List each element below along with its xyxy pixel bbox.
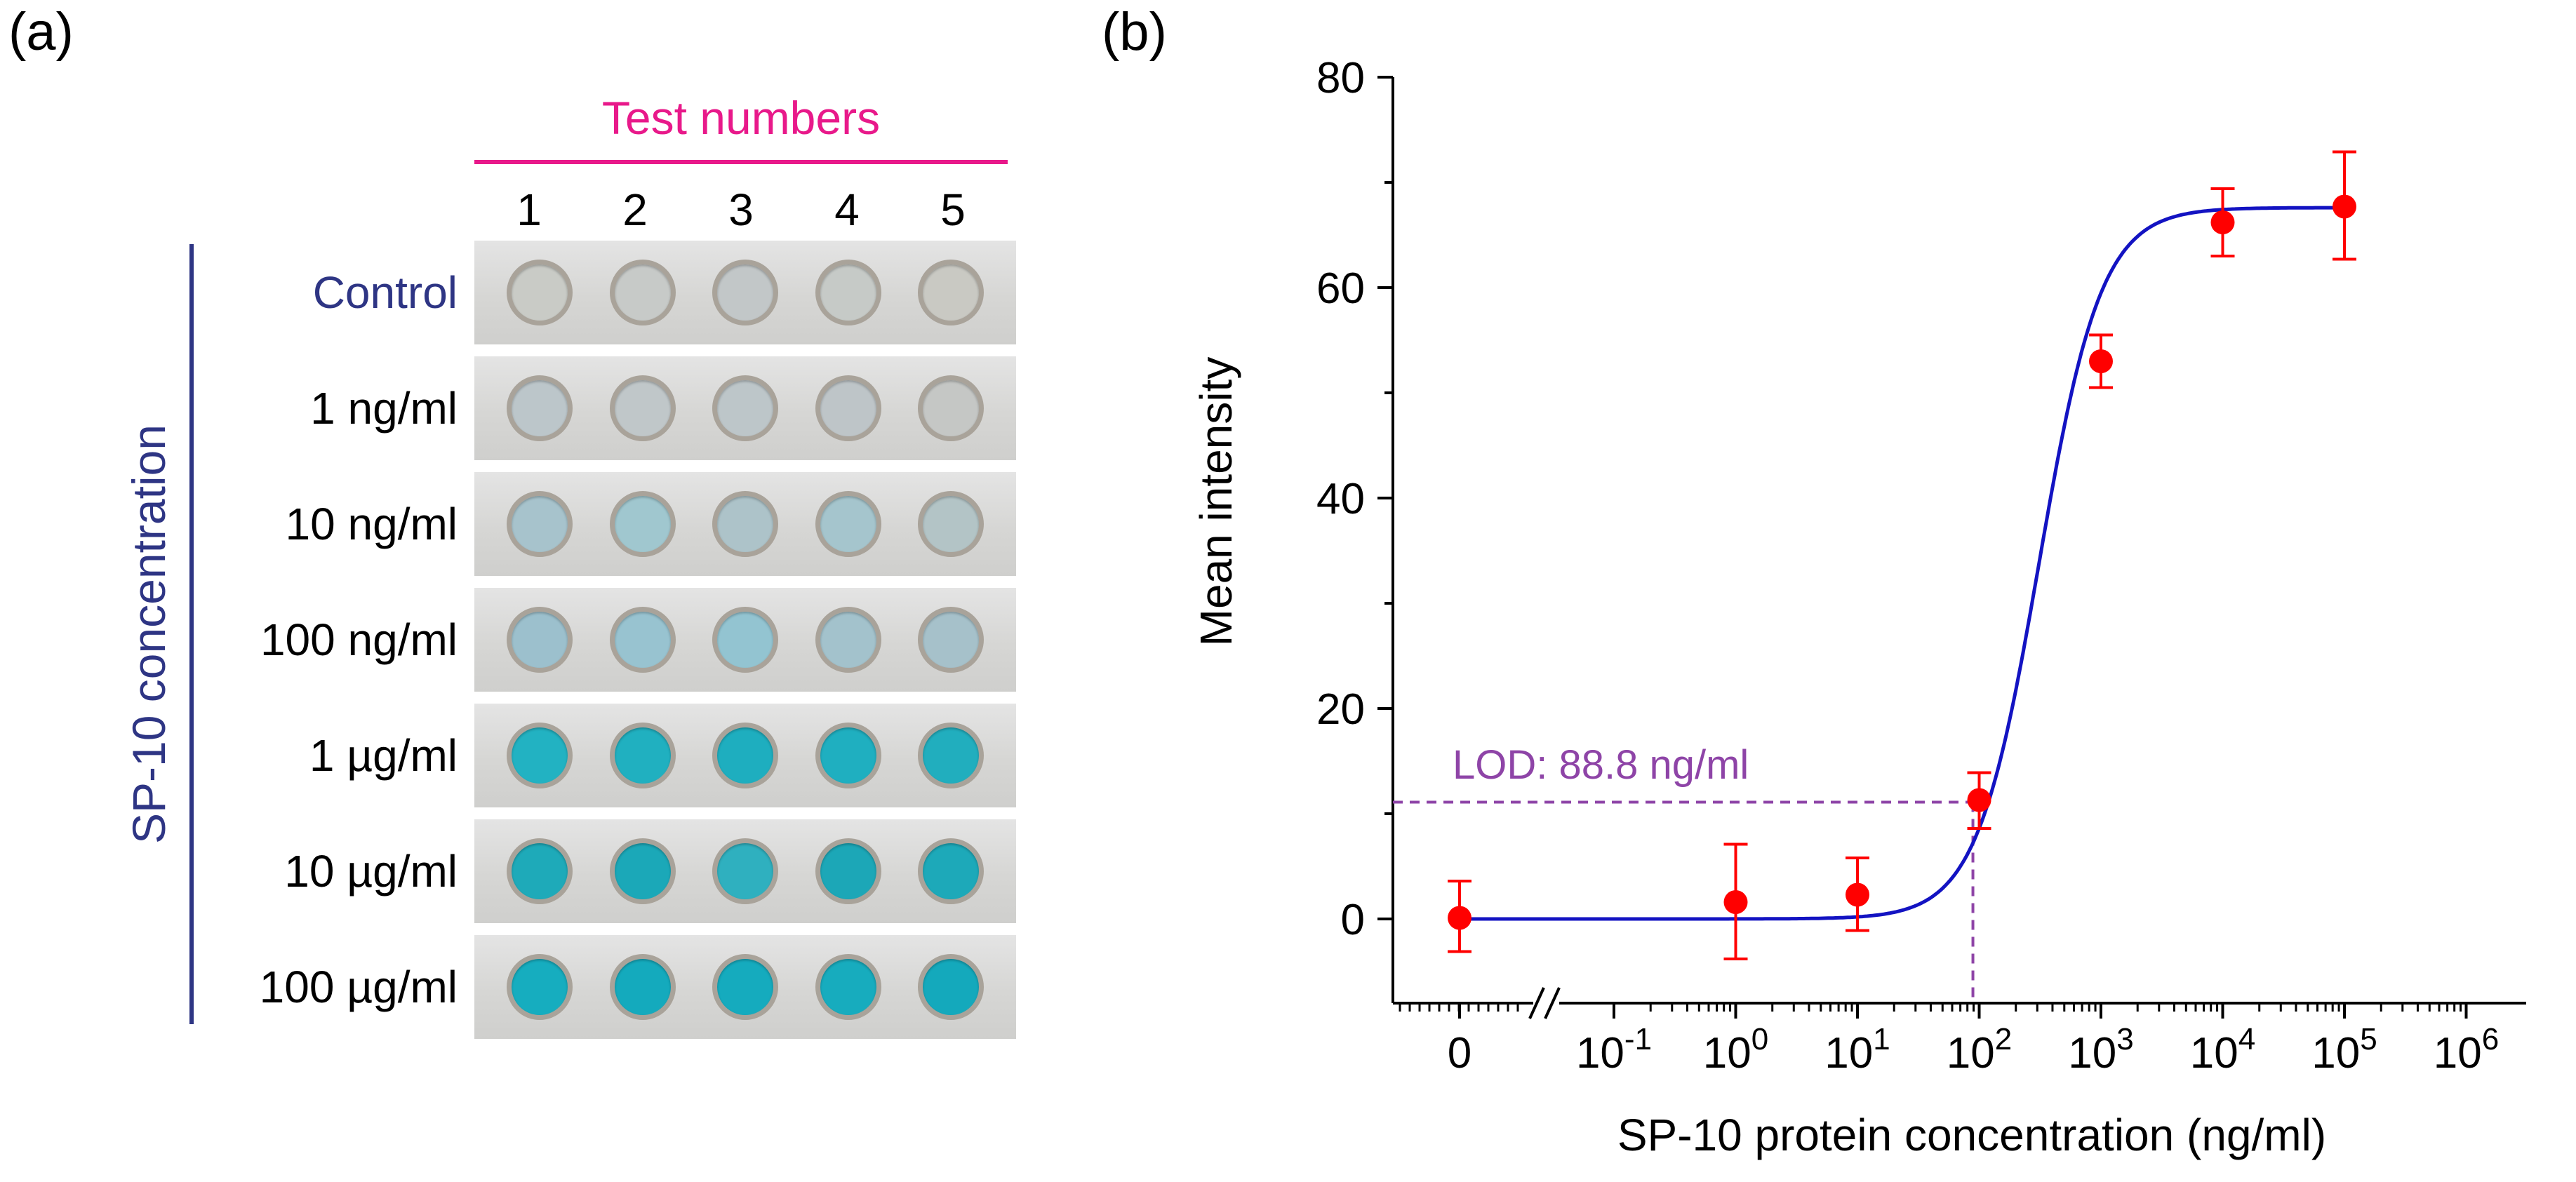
data-point bbox=[1448, 906, 1471, 930]
y-tick-label: 80 bbox=[1316, 54, 1365, 102]
y-tick-label: 20 bbox=[1316, 685, 1365, 734]
x-axis-title: SP-10 protein concentration (ng/ml) bbox=[1617, 1110, 2326, 1160]
well bbox=[712, 723, 778, 788]
well bbox=[609, 607, 676, 673]
test-number-row: 1 2 3 4 5 bbox=[474, 184, 1008, 236]
well bbox=[712, 838, 778, 904]
data-point bbox=[2089, 349, 2113, 373]
x-tick-label: 103 bbox=[2068, 1022, 2133, 1077]
well bbox=[507, 607, 573, 673]
row-label: 10 ng/ml bbox=[285, 499, 458, 549]
fit-curve bbox=[1460, 206, 2344, 921]
y-tick-label: 60 bbox=[1316, 264, 1365, 313]
well bbox=[815, 491, 881, 557]
x-tick-label: 100 bbox=[1703, 1022, 1768, 1077]
test-numbers-header: Test numbers bbox=[601, 92, 881, 144]
well bbox=[507, 375, 573, 441]
x-tick-label: 104 bbox=[2190, 1022, 2255, 1077]
test-number: 5 bbox=[940, 184, 966, 235]
well-strip bbox=[474, 241, 1016, 344]
well bbox=[507, 491, 573, 557]
row-label: 10 µg/ml bbox=[284, 846, 458, 896]
test-number: 4 bbox=[834, 184, 860, 235]
well bbox=[507, 954, 573, 1020]
x-tick-label: 105 bbox=[2311, 1022, 2377, 1077]
well bbox=[918, 375, 984, 441]
well bbox=[918, 723, 984, 788]
well-strip bbox=[474, 356, 1016, 460]
well bbox=[712, 607, 778, 673]
well bbox=[918, 260, 984, 325]
well-strip bbox=[474, 935, 1016, 1039]
dose-response-chart: 0 20 40 60 80 0 10-1 100 101 102 103 104 105 106 LOD:… bbox=[1191, 54, 2526, 1160]
well bbox=[609, 954, 676, 1020]
well bbox=[507, 723, 573, 788]
x-tick-label: 0 bbox=[1448, 1029, 1471, 1077]
test-number: 3 bbox=[728, 184, 754, 235]
well bbox=[815, 838, 881, 904]
well-strip bbox=[474, 819, 1016, 923]
well bbox=[609, 491, 676, 557]
well bbox=[609, 260, 676, 325]
row-label: Control bbox=[312, 267, 458, 318]
well bbox=[918, 954, 984, 1020]
axis-break-mark bbox=[1528, 987, 1545, 1019]
well bbox=[815, 954, 881, 1020]
x-tick-label: 10-1 bbox=[1576, 1022, 1652, 1077]
data-point bbox=[2210, 210, 2235, 234]
concentration-axis-title: SP-10 concentration bbox=[123, 424, 175, 845]
well bbox=[712, 260, 778, 325]
axis-break-mark bbox=[1544, 987, 1561, 1019]
well-strip bbox=[474, 704, 1016, 807]
lod-label: LOD: 88.8 ng/ml bbox=[1453, 742, 1749, 788]
row-label: 100 ng/ml bbox=[260, 614, 458, 665]
well bbox=[609, 723, 676, 788]
well bbox=[507, 260, 573, 325]
data-point bbox=[1846, 882, 1869, 907]
well bbox=[507, 838, 573, 904]
data-point bbox=[1723, 890, 1748, 914]
well bbox=[815, 607, 881, 673]
y-axis-title: Mean intensity bbox=[1191, 357, 1241, 647]
y-tick-label: 40 bbox=[1316, 475, 1365, 523]
test-number: 2 bbox=[622, 184, 648, 235]
row-label: 1 ng/ml bbox=[310, 383, 458, 434]
y-tick-label: 0 bbox=[1341, 896, 1365, 944]
data-point bbox=[2333, 194, 2356, 219]
well bbox=[712, 375, 778, 441]
well bbox=[918, 838, 984, 904]
well bbox=[712, 954, 778, 1020]
test-numbers-underline bbox=[474, 160, 1008, 164]
x-tick-label: 106 bbox=[2434, 1022, 2499, 1077]
well bbox=[815, 723, 881, 788]
panel-a-label: (a) bbox=[8, 2, 74, 62]
data-points-group bbox=[1448, 150, 2356, 960]
well bbox=[815, 375, 881, 441]
panel-b-label: (b) bbox=[1102, 2, 1167, 62]
x-tick-label: 101 bbox=[1824, 1022, 1890, 1077]
test-number: 1 bbox=[516, 184, 542, 235]
well bbox=[918, 491, 984, 557]
well-strip bbox=[474, 472, 1016, 576]
fit-curve-group bbox=[1460, 206, 2344, 921]
x-tick-label: 102 bbox=[1947, 1022, 2012, 1077]
row-label: 1 µg/ml bbox=[309, 730, 458, 781]
well bbox=[609, 838, 676, 904]
data-point bbox=[1967, 788, 1991, 812]
well bbox=[712, 491, 778, 557]
row-label: 100 µg/ml bbox=[259, 962, 458, 1012]
axes-frame: 0 20 40 60 80 0 10-1 100 101 102 103 104 105 106 bbox=[1316, 54, 2526, 1077]
well-strip bbox=[474, 588, 1016, 692]
well bbox=[609, 375, 676, 441]
concentration-axis-bar bbox=[189, 244, 194, 1024]
lod-guide-lines bbox=[1393, 800, 1975, 1003]
well bbox=[815, 260, 881, 325]
well bbox=[918, 607, 984, 673]
